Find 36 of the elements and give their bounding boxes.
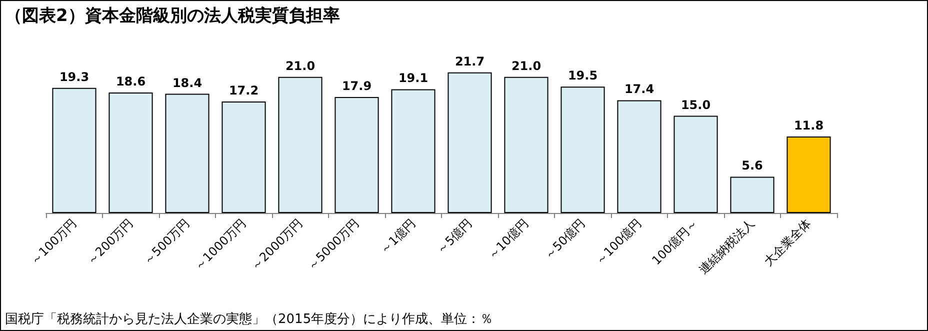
data-label: 19.1 [398,71,428,86]
data-label: 21.0 [285,58,316,73]
data-label: 19.3 [59,70,90,84]
data-label: 5.6 [742,158,763,173]
bar [278,76,322,213]
x-tick-label: ～5億円 [434,216,475,257]
bar [560,86,605,213]
chart-title: （図表2）資本金階級別の法人税実質負担率 [5,5,340,27]
data-label: 17.4 [624,82,654,96]
data-label: 17.2 [228,84,259,98]
bar [504,76,548,213]
x-tick-label: ～1億円 [377,216,418,257]
data-label: 11.8 [794,118,824,133]
x-tick-label: ～50億円 [542,216,588,262]
bar [617,100,662,213]
x-tick-label: ～100億円 [592,216,644,268]
data-label: 18.4 [172,76,202,90]
bar [222,102,266,213]
text: 国税庁「税務統計から見た法人企業の実態」（2015年度分）により作成、単位：％ [5,311,494,328]
bar [52,88,96,213]
bar [448,72,492,213]
bar [730,176,774,213]
data-label: 15.0 [680,98,711,112]
x-tick-label: ～10億円 [485,216,532,262]
bar [391,89,436,213]
bar [786,136,831,213]
x-tick-label: 大企業全体 [761,216,814,268]
data-label: 21.7 [454,54,485,68]
data-label: 19.5 [568,68,598,83]
data-label: 17.9 [342,79,372,94]
data-label: 21.0 [511,58,542,73]
data-label: 18.6 [116,74,146,88]
bar [165,94,210,213]
bar [674,116,718,213]
bar [334,97,379,213]
bar [108,92,153,213]
